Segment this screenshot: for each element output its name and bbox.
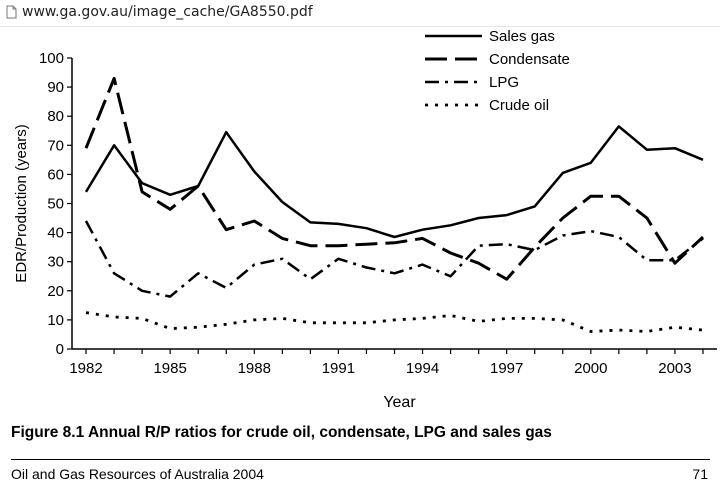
rp-ratio-line-chart: 0 10 20 30 40 50 60 70 80 90 100 1982 1985 1988 1991 19… xyxy=(13,28,717,411)
x-tick-label: 1988 xyxy=(238,360,271,377)
x-tick-label: 1985 xyxy=(153,360,186,377)
y-tick-label: 10 xyxy=(47,312,64,329)
page-icon xyxy=(6,5,17,19)
x-axis-title: Year xyxy=(383,394,416,411)
legend-label: Crude oil xyxy=(489,97,549,114)
footer-publication: Oil and Gas Resources of Australia 2004 xyxy=(11,466,264,482)
footer-divider xyxy=(11,459,710,460)
figure-caption: Figure 8.1 Annual R/P ratios for crude o… xyxy=(11,424,552,441)
x-tick-label: 1994 xyxy=(406,360,439,377)
series-line-crude-oil xyxy=(85,311,704,333)
series-line-condensate xyxy=(84,76,705,281)
series-line-sales-gas xyxy=(84,125,704,239)
y-tick-label: 0 xyxy=(56,341,64,358)
address-bar[interactable]: www.ga.gov.au/image_cache/GA8550.pdf xyxy=(0,0,720,27)
footer-page-number: 71 xyxy=(692,466,708,482)
y-tick-label: 80 xyxy=(47,108,64,125)
y-tick-label: 40 xyxy=(47,225,64,242)
x-tick-label: 1991 xyxy=(322,360,355,377)
legend-label: Condensate xyxy=(489,51,570,68)
series-line-lpg xyxy=(84,220,704,298)
y-tick-label: 70 xyxy=(47,137,64,154)
y-tick-label: 60 xyxy=(47,166,64,183)
y-tick-label: 30 xyxy=(47,254,64,271)
y-tick-label: 100 xyxy=(39,50,64,67)
y-tick-label: 20 xyxy=(47,283,64,300)
x-tick-label: 1997 xyxy=(490,360,523,377)
legend-label: Sales gas xyxy=(489,28,555,45)
address-url[interactable]: www.ga.gov.au/image_cache/GA8550.pdf xyxy=(22,4,313,20)
y-tick-label: 50 xyxy=(47,196,64,213)
legend-label: LPG xyxy=(489,74,519,91)
y-axis-title: EDR/Production (years) xyxy=(13,124,30,282)
x-tick-label: 2000 xyxy=(574,360,607,377)
x-tick-label: 2003 xyxy=(658,360,691,377)
y-tick-label: 90 xyxy=(47,79,64,96)
x-tick-label: 1982 xyxy=(69,360,102,377)
